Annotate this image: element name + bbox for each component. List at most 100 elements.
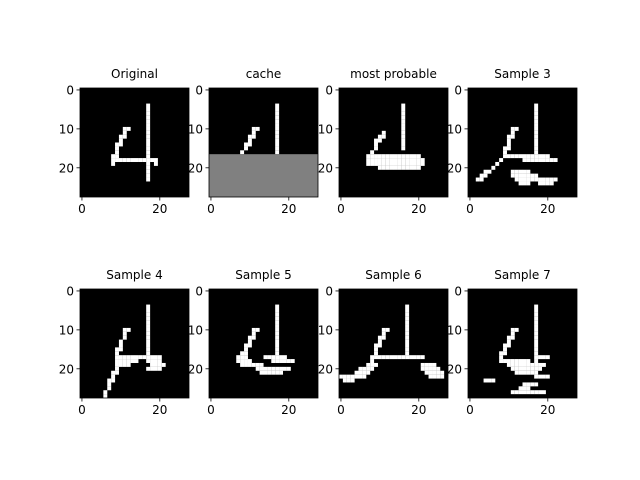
pixel <box>401 123 406 127</box>
pixel <box>538 177 543 182</box>
pixel <box>346 374 351 379</box>
y-tick-label: 0 <box>66 284 74 298</box>
pixel <box>409 355 414 360</box>
pixel <box>510 134 515 139</box>
pixel <box>510 130 515 135</box>
pixel <box>366 362 371 367</box>
pixel <box>534 347 539 352</box>
pixel <box>405 335 410 340</box>
pixel <box>244 146 248 151</box>
axes-frame <box>208 87 319 198</box>
pixel <box>530 177 535 182</box>
pixel <box>389 355 394 360</box>
pixel <box>146 173 151 178</box>
pixel <box>510 335 515 340</box>
image-pixels <box>366 103 425 170</box>
pixel <box>530 382 535 387</box>
pixel <box>115 355 119 360</box>
pixel <box>244 355 248 360</box>
pixel <box>354 374 359 379</box>
pixel <box>146 339 151 344</box>
pixel <box>510 154 515 159</box>
pixel <box>530 173 535 178</box>
pixel <box>251 134 256 139</box>
pixel <box>541 390 546 395</box>
pixel <box>475 177 480 182</box>
pixel <box>549 177 554 182</box>
x-tick-label: 0 <box>337 403 345 417</box>
pixel <box>522 181 527 186</box>
pixel <box>522 382 527 387</box>
pixel <box>146 335 151 340</box>
pixel <box>534 130 539 135</box>
pixel <box>153 359 158 364</box>
pixel <box>385 165 390 170</box>
pixel <box>405 304 410 309</box>
pixel <box>545 374 550 379</box>
pixel <box>440 374 445 379</box>
pixel <box>503 150 507 155</box>
pixel <box>401 119 406 124</box>
pixel <box>146 158 151 163</box>
pixel <box>412 154 417 159</box>
pixel <box>526 370 531 375</box>
image-pixels <box>339 304 445 383</box>
pixel <box>401 103 406 108</box>
pixel <box>405 320 410 325</box>
image-pixels <box>103 304 166 399</box>
pixel <box>534 382 539 387</box>
pixel <box>247 359 252 364</box>
pixel <box>146 150 151 155</box>
pixel <box>377 134 382 139</box>
pixel <box>122 158 127 163</box>
y-tick-label: 20 <box>318 362 333 376</box>
pixel <box>267 370 272 375</box>
pixel <box>412 161 417 166</box>
pixel <box>259 370 264 375</box>
pixel <box>397 154 402 159</box>
pixel <box>275 312 280 317</box>
pixel <box>115 362 119 367</box>
pixel <box>522 169 527 174</box>
pixel <box>514 362 519 367</box>
pixel <box>142 158 147 163</box>
pixel <box>534 134 539 139</box>
pixel <box>412 165 417 170</box>
pixel <box>251 327 256 332</box>
pixel <box>259 362 264 367</box>
axes-frame <box>467 288 578 399</box>
pixel <box>370 150 375 155</box>
pixel <box>495 161 500 166</box>
pixel <box>111 378 116 383</box>
pixel <box>420 161 425 166</box>
pixel <box>526 366 531 371</box>
pixel <box>534 304 539 309</box>
pixel <box>553 177 558 182</box>
pixel <box>115 154 119 159</box>
pixel <box>115 158 119 163</box>
pixel <box>405 161 410 166</box>
pixel <box>534 335 539 340</box>
pixel <box>267 355 272 360</box>
pixel <box>385 161 390 166</box>
pixel <box>538 158 543 163</box>
pixel <box>405 158 410 163</box>
pixel <box>538 390 543 395</box>
pixel <box>374 347 378 352</box>
pixel <box>381 335 386 340</box>
pixel <box>134 158 139 163</box>
pixel <box>146 107 151 112</box>
pixel <box>279 370 284 375</box>
pixel <box>115 347 119 352</box>
pixel <box>405 355 410 360</box>
panel-title: Sample 3 <box>494 67 550 81</box>
pixel <box>534 351 539 356</box>
pixel <box>263 366 268 371</box>
pixel <box>514 390 519 395</box>
pixel <box>534 308 539 313</box>
pixel <box>424 366 429 371</box>
pixel <box>499 351 504 356</box>
pixel <box>342 374 347 379</box>
pixel <box>401 107 406 112</box>
pixel <box>275 126 280 131</box>
